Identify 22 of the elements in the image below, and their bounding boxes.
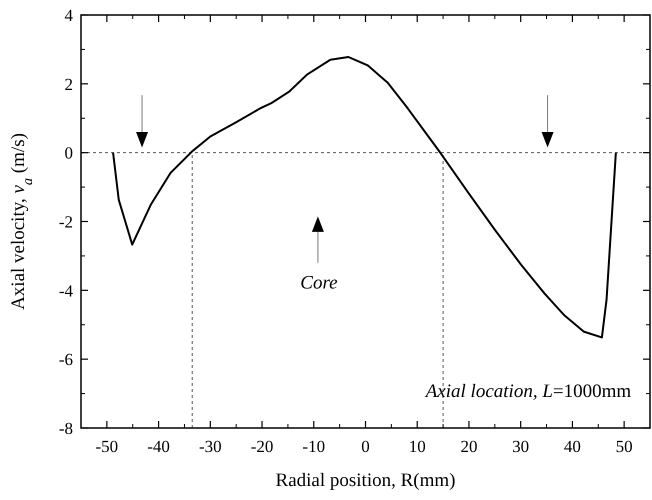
y-tick-label: -6 — [58, 350, 73, 370]
x-tick-label: -30 — [198, 437, 222, 456]
y-tick-label: -4 — [58, 281, 74, 300]
y-tick-label: -8 — [58, 418, 73, 438]
x-axis-title: Radial position, R(mm) — [276, 470, 456, 491]
x-tick-label: -10 — [302, 437, 326, 456]
x-tick-label: 20 — [460, 437, 478, 456]
x-tick-label: 50 — [616, 437, 633, 456]
y-tick-label: 0 — [64, 144, 73, 163]
x-tick-label: -20 — [250, 437, 274, 456]
line-series — [112, 56, 617, 338]
x-tick-label: 30 — [512, 437, 530, 456]
y-tick-label: 2 — [64, 74, 73, 94]
annotation: Core — [300, 272, 338, 294]
x-tick-label: 10 — [408, 437, 426, 456]
y-tick-label: -2 — [58, 212, 73, 232]
y-tick-label: 4 — [64, 6, 74, 25]
annotation: Axial location, L=1000mm — [424, 381, 632, 402]
x-tick-label: 40 — [564, 437, 581, 456]
x-tick-label: -40 — [147, 437, 170, 456]
x-tick-label: 0 — [361, 437, 370, 456]
x-tick-label: -50 — [96, 437, 118, 456]
